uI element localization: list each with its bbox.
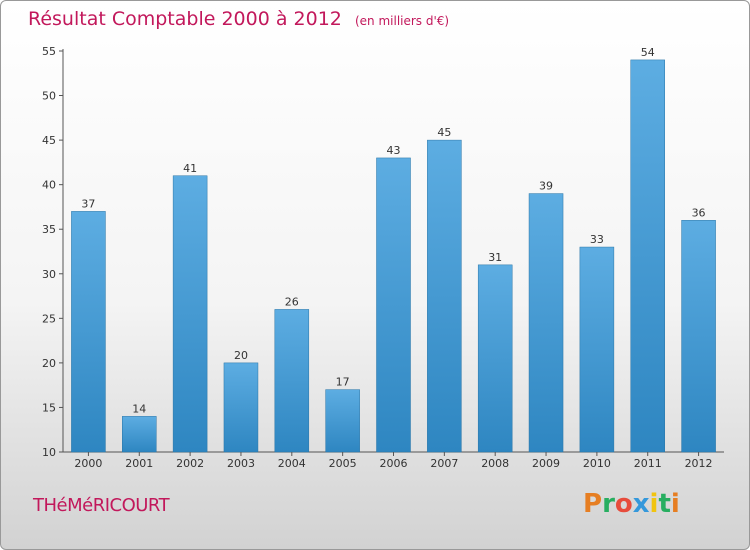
bar-2005 [325,389,360,453]
logo-letter: i [670,489,680,519]
y-tick-label: 25 [42,312,56,325]
bar-2002 [172,175,208,453]
x-tick-label-2010: 2010 [583,457,611,470]
value-label-2008: 31 [488,251,502,264]
bar-2012 [681,220,716,453]
bar-2011 [630,59,665,453]
value-label-2002: 41 [183,162,197,175]
value-label-2010: 33 [590,233,604,246]
bar-2006 [376,157,411,453]
value-label-2009: 39 [539,180,553,193]
bar-2000 [71,211,106,453]
chart-title-text: Résultat Comptable 2000 à 2012 [28,8,342,30]
y-tick-label: 40 [42,179,56,192]
value-label-2005: 17 [336,376,350,389]
y-tick-label: 30 [42,268,56,281]
y-tick-label: 45 [42,134,56,147]
logo-letter: x [632,489,650,519]
bar-2010 [579,246,615,453]
value-label-2012: 36 [692,206,706,219]
y-tick-label: 35 [42,223,56,236]
x-tick-label-2008: 2008 [481,457,509,470]
value-label-2000: 37 [81,197,95,210]
y-tick-label: 20 [42,357,56,370]
x-tick-label-2002: 2002 [176,457,204,470]
y-tick-label: 50 [42,90,56,103]
bar-2003 [223,362,259,453]
x-tick-label-2005: 2005 [329,457,357,470]
x-tick-label-2007: 2007 [430,457,458,470]
bar-2009 [528,193,564,453]
bar-2001 [122,416,157,453]
value-label-2001: 14 [132,402,146,415]
value-label-2007: 45 [437,126,451,139]
x-tick-label-2003: 2003 [227,457,255,470]
value-label-2004: 26 [285,295,299,308]
x-tick-label-2000: 2000 [74,457,102,470]
logo-letter: t [658,489,671,519]
logo-letter: i [649,489,659,519]
y-tick-label: 10 [42,446,56,459]
x-tick-label-2006: 2006 [380,457,408,470]
chart-unit-label: (en milliers d'€) [354,14,450,28]
x-tick-label-2009: 2009 [532,457,560,470]
value-label-2003: 20 [234,349,248,362]
value-label-2006: 43 [387,144,401,157]
chart-title: Résultat Comptable 2000 à 2012 (en milli… [28,8,449,30]
x-tick-label-2001: 2001 [125,457,153,470]
commune-name: THéMéRICOURT [33,495,170,516]
logo-letter: P [583,489,603,519]
proxiti-logo: Proxiti [583,489,680,519]
x-tick-label-2011: 2011 [634,457,662,470]
logo-letter: r [602,489,615,519]
logo-letter: o [614,489,633,519]
y-tick-label: 15 [42,401,56,414]
bar-2007 [427,139,462,453]
value-label-2011: 54 [641,46,655,59]
x-tick-label-2004: 2004 [278,457,306,470]
bar-2008 [477,264,513,453]
bar-2004 [274,309,310,453]
y-tick-label: 55 [42,45,56,58]
x-tick-label-2012: 2012 [685,457,713,470]
